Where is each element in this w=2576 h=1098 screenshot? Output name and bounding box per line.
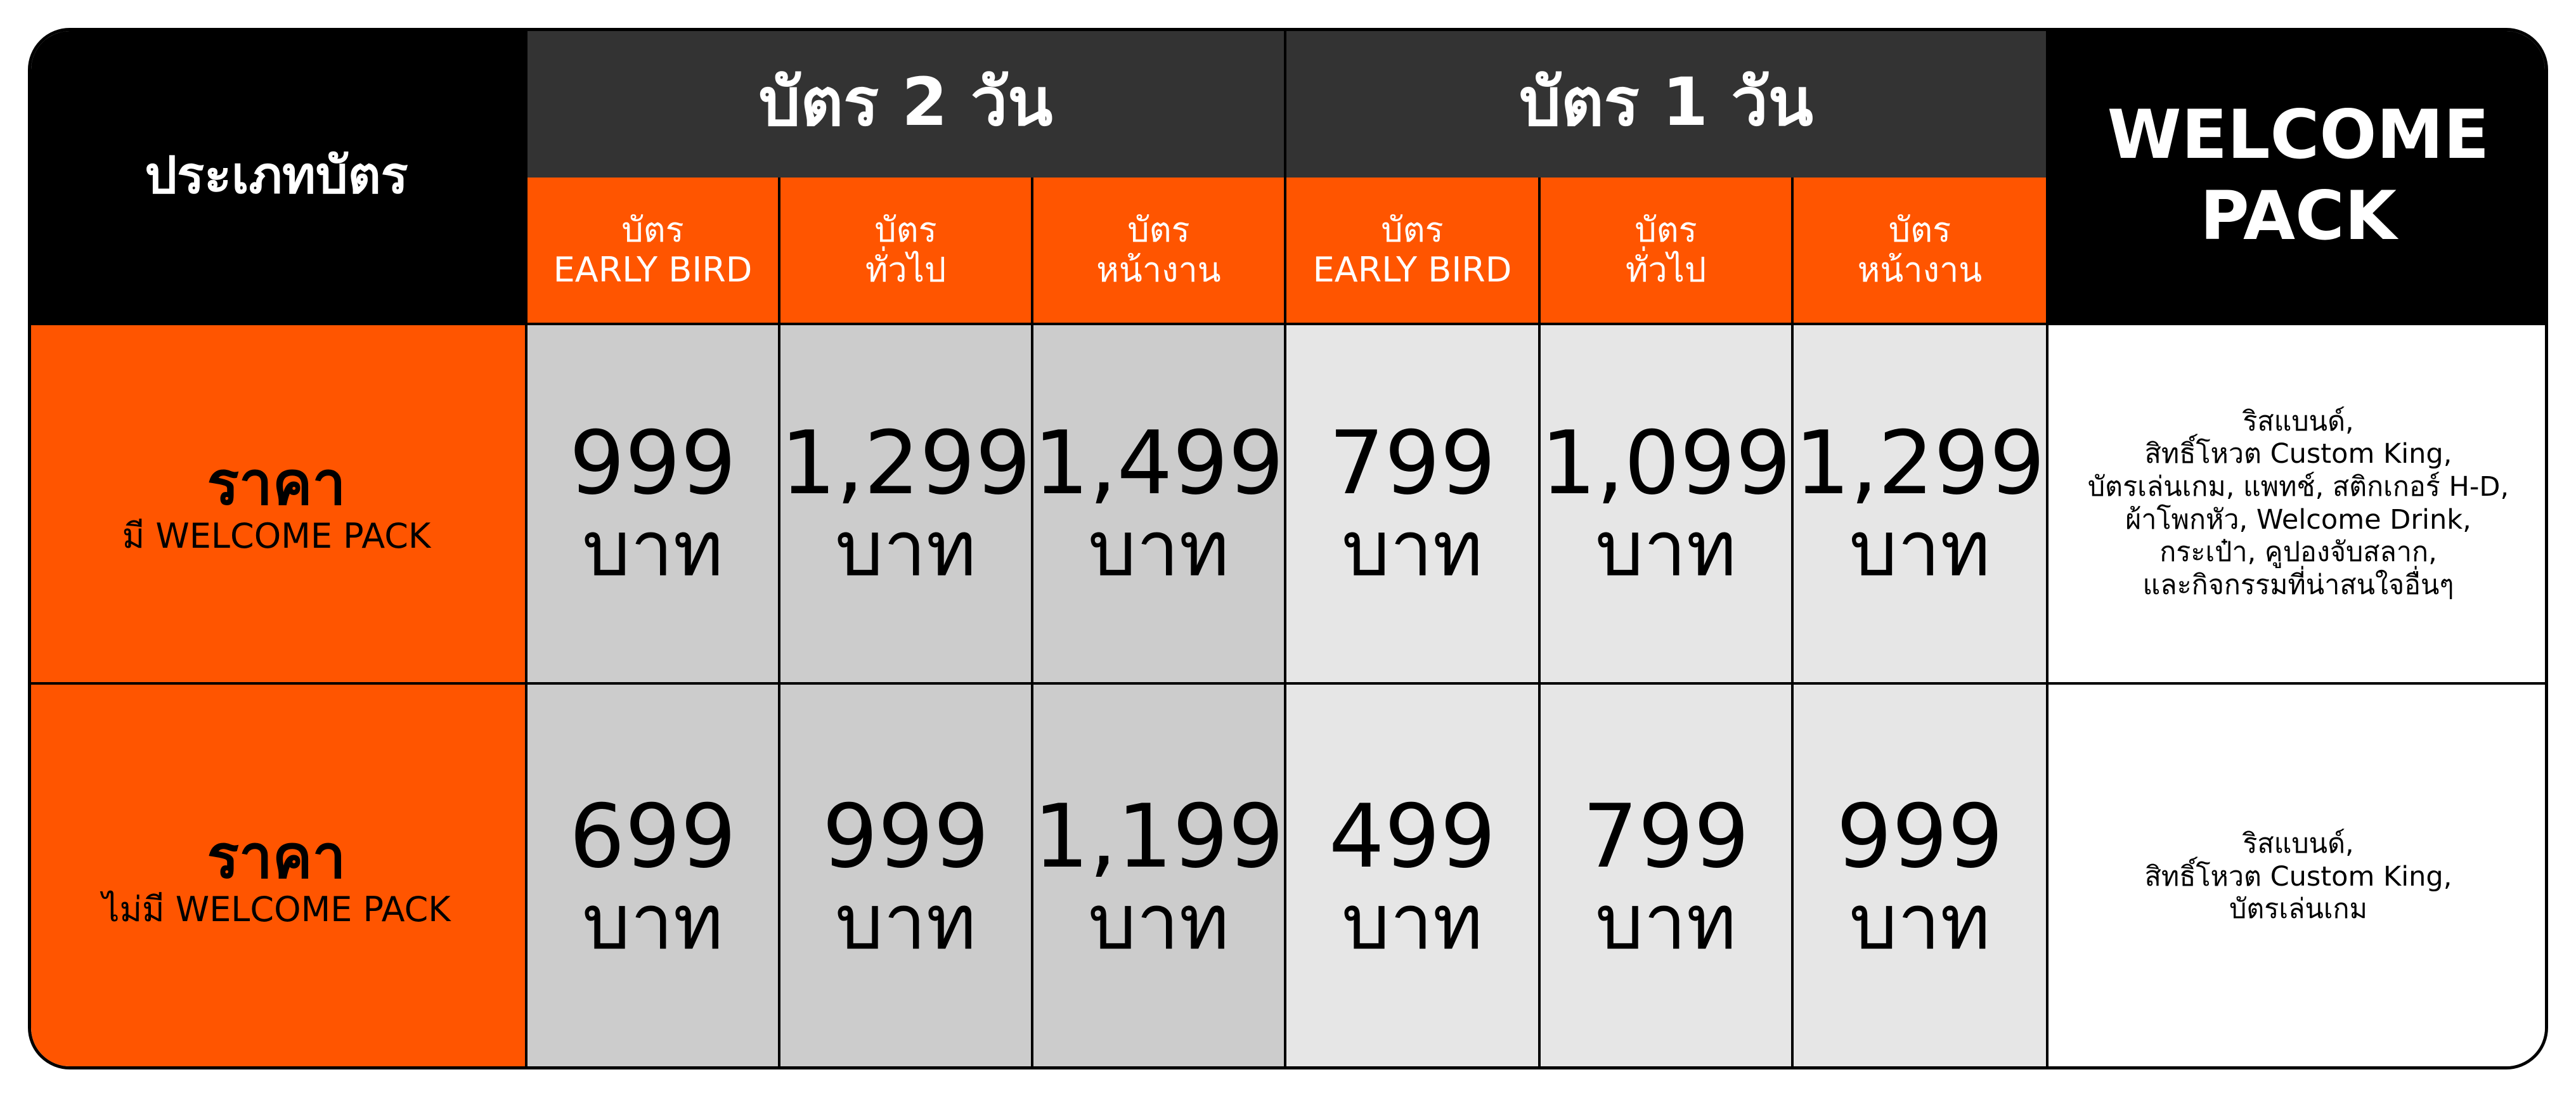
price: 1,299 bbox=[780, 412, 1032, 515]
group-title: บัตร 1 วัน bbox=[1519, 63, 1813, 141]
group-header: บัตร 1 วัน bbox=[1286, 31, 2049, 178]
price: 699 bbox=[569, 785, 737, 888]
subheader-text: บัตร bbox=[1127, 210, 1190, 250]
welcome-item: ริสแบนด์, bbox=[2243, 405, 2354, 437]
price-cell: 1,299 บาท bbox=[780, 325, 1033, 685]
price-cell: 1,499 บาท bbox=[1033, 325, 1286, 685]
welcome-content-cell: ริสแบนด์, สิทธิ์โหวต Custom King, บัตรเล่น… bbox=[2049, 325, 2545, 685]
price: 999 bbox=[569, 412, 737, 515]
price-unit: บาท bbox=[1088, 878, 1229, 967]
price: 1,199 bbox=[1033, 785, 1285, 888]
price-unit: บาท bbox=[1088, 505, 1229, 593]
subheader-cell: บัตร หน้างาน bbox=[1033, 178, 1286, 325]
price-unit: บาท bbox=[1595, 878, 1737, 967]
subheader-cell: บัตร EARLY BIRD bbox=[1286, 178, 1541, 325]
subheader-text: ทั่วไป bbox=[865, 249, 947, 290]
price: 1,299 bbox=[1794, 412, 2045, 515]
price: 799 bbox=[1582, 785, 1750, 888]
price-unit: บาท bbox=[1849, 505, 1991, 593]
welcome-item: กระเป๋า, คูปองจับสลาก, bbox=[2159, 536, 2437, 569]
price: 1,499 bbox=[1033, 412, 1285, 515]
group-title: บัตร 2 วัน bbox=[758, 63, 1053, 141]
welcome-item: ผ้าโพกหัว, Welcome Drink, bbox=[2125, 503, 2471, 536]
subheader-text: บัตร bbox=[874, 210, 937, 250]
welcome-item: สิทธิ์โหวต Custom King, bbox=[2144, 860, 2452, 893]
subheader-cell: บัตร EARLY BIRD bbox=[527, 178, 780, 325]
subheader-text: บัตร bbox=[1381, 210, 1444, 250]
price-cell: 499 บาท bbox=[1286, 685, 1541, 1066]
subheader-text: หน้างาน bbox=[1857, 249, 1983, 290]
price: 999 bbox=[1836, 785, 2003, 888]
welcome-content-cell: ริสแบนด์, สิทธิ์โหวต Custom King, บัตรเล่น… bbox=[2049, 685, 2545, 1066]
price-unit: บาท bbox=[1342, 878, 1483, 967]
price-unit: บาท bbox=[582, 505, 723, 593]
row-label-cell: ราคา ไม่มี WELCOME PACK bbox=[31, 685, 527, 1066]
subheader-text: บัตร bbox=[1634, 210, 1697, 250]
price-unit: บาท bbox=[1849, 878, 1991, 967]
welcome-item: ริสแบนด์, bbox=[2243, 828, 2354, 860]
price-unit: บาท bbox=[1595, 505, 1737, 593]
price-unit: บาท bbox=[835, 505, 976, 593]
price-cell: 1,299 บาท bbox=[1794, 325, 2049, 685]
price-unit: บาท bbox=[1342, 505, 1483, 593]
price-cell: 999 บาท bbox=[527, 325, 780, 685]
subheader-cell: บัตร ทั่วไป bbox=[1541, 178, 1794, 325]
subheader-text: EARLY BIRD bbox=[1312, 249, 1512, 290]
price-unit: บาท bbox=[835, 878, 976, 967]
row-sublabel: ไม่มี WELCOME PACK bbox=[102, 889, 451, 930]
corner-cell: ประเภทบัตร bbox=[31, 31, 527, 325]
price: 799 bbox=[1328, 412, 1496, 515]
price-cell: 799 บาท bbox=[1286, 325, 1541, 685]
subheader-text: บัตร bbox=[621, 210, 684, 250]
price-unit: บาท bbox=[582, 878, 723, 967]
row-label-cell: ราคา มี WELCOME PACK bbox=[31, 325, 527, 685]
price-cell: 699 บาท bbox=[527, 685, 780, 1066]
price: 1,099 bbox=[1540, 412, 1792, 515]
welcome-item: บัตรเล่นเกม, แพทช์, สติกเกอร์ H-D, bbox=[2087, 470, 2509, 503]
corner-title: ประเภทบัตร bbox=[145, 145, 408, 205]
subheader-text: หน้างาน bbox=[1096, 249, 1221, 290]
subheader-text: EARLY BIRD bbox=[553, 249, 753, 290]
subheader-text: ทั่วไป bbox=[1625, 249, 1707, 290]
price: 999 bbox=[822, 785, 990, 888]
welcome-item: บัตรเล่นเกม bbox=[2229, 893, 2367, 926]
price-cell: 1,099 บาท bbox=[1541, 325, 1794, 685]
price-cell: 799 บาท bbox=[1541, 685, 1794, 1066]
price-table: ประเภทบัตร บัตร 2 วัน บัตร 1 วัน WELCOME PAC… bbox=[28, 28, 2548, 1069]
row-label: ราคา bbox=[207, 822, 346, 892]
welcome-item: สิทธิ์โหวต Custom King, bbox=[2144, 438, 2452, 470]
price-cell: 999 บาท bbox=[780, 685, 1033, 1066]
welcome-header: WELCOME PACK bbox=[2049, 31, 2545, 325]
welcome-title: WELCOME bbox=[2107, 96, 2490, 174]
price-cell: 1,199 บาท bbox=[1033, 685, 1286, 1066]
subheader-cell: บัตร หน้างาน bbox=[1794, 178, 2049, 325]
price-cell: 999 บาท bbox=[1794, 685, 2049, 1066]
subheader-cell: บัตร ทั่วไป bbox=[780, 178, 1033, 325]
welcome-item: และกิจกรรมที่น่าสนใจอื่นๆ bbox=[2142, 569, 2454, 601]
price: 499 bbox=[1328, 785, 1496, 888]
subheader-text: บัตร bbox=[1888, 210, 1951, 250]
row-label: ราคา bbox=[207, 449, 346, 519]
welcome-title: PACK bbox=[2200, 176, 2397, 255]
row-sublabel: มี WELCOME PACK bbox=[122, 516, 431, 557]
group-header: บัตร 2 วัน bbox=[527, 31, 1286, 178]
